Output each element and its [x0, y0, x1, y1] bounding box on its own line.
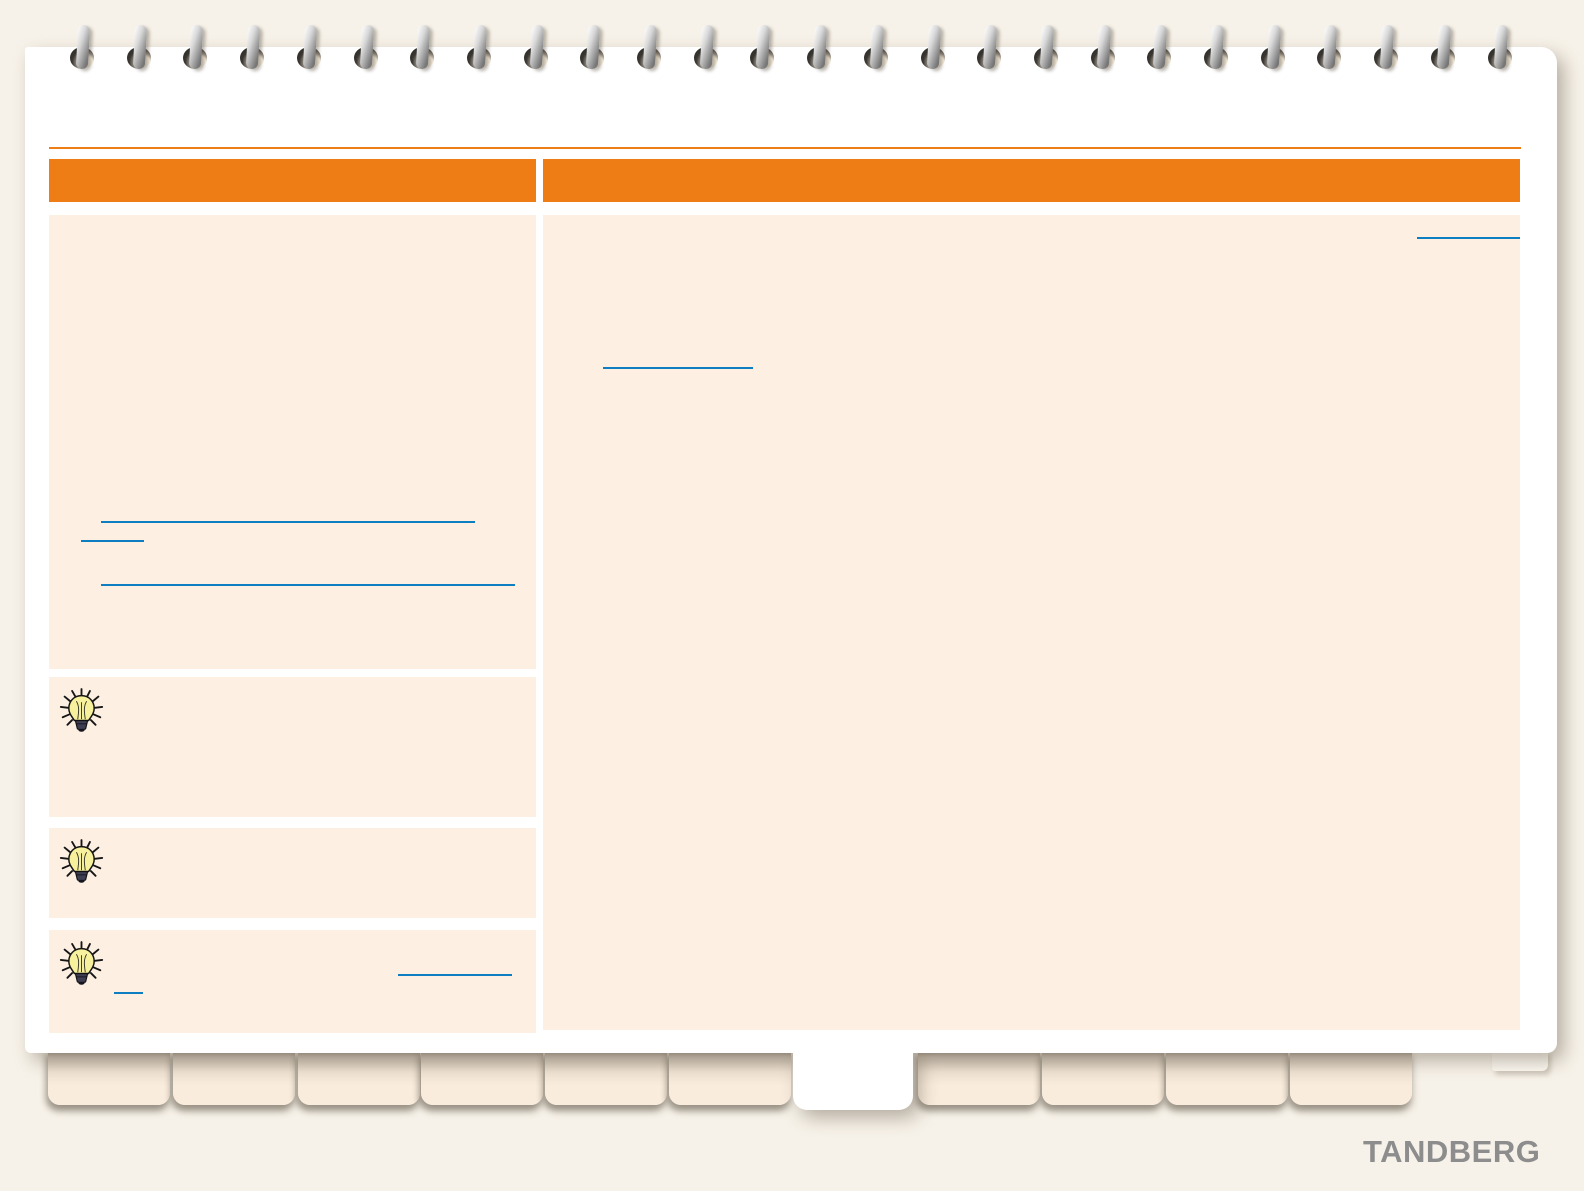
main-panel — [543, 215, 1520, 1030]
back-page-corner — [1492, 1050, 1548, 1071]
notebook-tab-4[interactable] — [421, 1050, 543, 1105]
lightbulb-icon — [58, 687, 105, 740]
sidebar-link-2[interactable] — [81, 540, 144, 542]
tip-3-link-1[interactable] — [398, 974, 512, 976]
sidebar-link-3[interactable] — [101, 584, 515, 586]
notebook-tab-2[interactable] — [173, 1050, 295, 1105]
notebook-page — [25, 47, 1557, 1053]
notebook-tab-3[interactable] — [298, 1050, 420, 1105]
right-header-bar — [543, 159, 1520, 202]
left-header-bar — [49, 159, 536, 202]
lightbulb-icon — [58, 940, 105, 993]
tip-box-2 — [49, 828, 536, 918]
notebook-tab-9[interactable] — [1042, 1050, 1164, 1105]
notebook-tab-10[interactable] — [1166, 1050, 1288, 1105]
header-rule — [49, 147, 1521, 149]
brand-logo: TANDBERG — [1363, 1134, 1541, 1169]
notebook-tab-11[interactable] — [1290, 1050, 1412, 1105]
tip-3-link-2[interactable] — [114, 992, 143, 994]
sidebar-link-1[interactable] — [101, 521, 475, 523]
lightbulb-icon — [58, 838, 105, 891]
notebook-tab-8[interactable] — [918, 1050, 1040, 1105]
main-panel-link-1[interactable] — [1417, 237, 1520, 239]
notebook-tab-1[interactable] — [48, 1050, 170, 1105]
sidebar-panel — [49, 215, 536, 669]
notebook-tab-5[interactable] — [545, 1050, 667, 1105]
main-panel-link-2[interactable] — [603, 367, 753, 369]
notebook-tab-6[interactable] — [669, 1050, 791, 1105]
tip-box-1 — [49, 677, 536, 817]
tip-box-3 — [49, 930, 536, 1033]
